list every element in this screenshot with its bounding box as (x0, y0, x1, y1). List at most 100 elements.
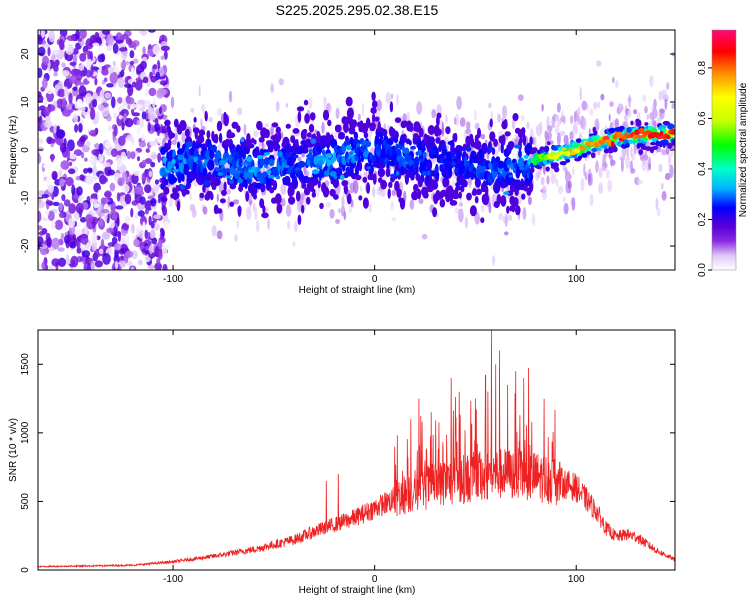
spectrogram-noise-cell (38, 146, 45, 152)
spectrogram-noise-cell (98, 152, 104, 163)
spectrogram-noise-cell (149, 244, 153, 255)
spectrogram-haze-cell (655, 197, 659, 211)
spectrogram-peak-cell (198, 160, 203, 166)
spectrogram-haze-cell (208, 116, 213, 123)
spectrogram-haze-cell (646, 114, 650, 120)
spectrogram-noise-cell (59, 39, 65, 50)
spectrogram-noise-cell (102, 253, 111, 265)
spectrogram-haze-cell (359, 185, 363, 192)
spectrogram-noise-cell (116, 217, 120, 227)
spectrogram-noise-cell (108, 125, 112, 132)
spectrogram-noise-cell (137, 79, 145, 84)
spectrogram-haze-cell (526, 121, 530, 130)
spectrogram-peak-cell (237, 178, 244, 184)
spectrogram-noise-cell (90, 64, 94, 76)
spectrogram-noise-cell (131, 223, 135, 234)
spectrogram-cell (474, 196, 479, 204)
spectrogram-noise-cell (139, 230, 144, 239)
spectrogram-cell (482, 193, 490, 206)
spectrogram-noise-cell (68, 153, 78, 160)
spectrogram-peak-cell (329, 170, 337, 177)
spectrogram-haze-cell (308, 97, 313, 110)
spectrogram-haze-cell (556, 179, 559, 187)
spectrogram-noise-cell (38, 138, 43, 145)
spectrogram-cell (436, 128, 442, 136)
spectrogram-noise-cell (106, 115, 112, 122)
spectrogram-cell (160, 196, 168, 203)
spectrogram-haze-cell (614, 118, 620, 129)
spectrogram-cell (370, 107, 377, 114)
spectrogram-noise-cell (141, 172, 147, 183)
spectrogram-haze-cell (465, 128, 472, 135)
spectrogram-noise-cell (129, 60, 134, 66)
spectrogram-noise-cell (75, 70, 83, 81)
spectrogram-cell (476, 188, 482, 196)
spectrogram-noise-cell (118, 47, 128, 52)
spectrogram-noise-cell (150, 97, 155, 104)
spectrogram-noise-cell (131, 81, 137, 88)
spectrogram-noise-cell (158, 239, 163, 250)
spectrogram-haze-cell (270, 83, 275, 94)
spectrogram-noise-cell (51, 170, 58, 181)
spectrogram-cell (368, 172, 375, 181)
spectrogram-haze-cell (335, 107, 340, 120)
spectrogram-haze-cell (216, 230, 223, 240)
spectrogram-cell (358, 161, 363, 172)
spectrogram-haze-cell (541, 103, 544, 112)
spectrogram-noise-cell (126, 150, 131, 160)
spectrogram-peak-cell (417, 149, 422, 156)
spectrogram-cell (379, 160, 386, 169)
spectrogram-noise-cell (90, 260, 95, 270)
spectrogram-peak-cell (217, 172, 223, 176)
spectrogram-noise-cell (89, 155, 98, 165)
spectrogram-haze-cell (615, 79, 619, 89)
spectrogram-cell (519, 136, 523, 144)
spectrogram-noise-cell (38, 115, 43, 125)
spectrogram-cell (396, 188, 402, 198)
spectrogram-cell (223, 181, 227, 192)
spectrogram-haze-cell (652, 108, 658, 119)
spectrogram-cell (495, 156, 501, 164)
spectrogram-haze-cell (656, 207, 661, 217)
spectrogram-cell (612, 146, 618, 153)
spectrogram-haze-cell (264, 123, 269, 128)
spectrogram-cell (253, 139, 257, 145)
spectrogram-noise-cell (143, 36, 147, 44)
spectrogram-haze-cell (202, 206, 208, 215)
spectrogram-noise-cell (78, 64, 85, 71)
spectrogram-haze-cell (649, 75, 654, 88)
spectrogram-noise-cell (112, 112, 118, 119)
spectrogram-noise-cell (116, 192, 121, 202)
spectrogram-haze-cell (318, 186, 321, 192)
colorbar-ticks: 0.0 0.2 0.4 0.6 0.8 (697, 61, 712, 277)
spectrogram-noise-cell (45, 200, 54, 205)
spectrogram-haze-cell (256, 220, 260, 233)
spectrogram-peak-cell (266, 169, 272, 175)
spectrogram-cell (470, 170, 475, 180)
spectrogram-cell (209, 148, 214, 160)
spectrogram-peak-cell (179, 184, 186, 190)
spectrogram-haze-cell (468, 176, 472, 189)
spectrogram-peak-cell (672, 128, 675, 135)
spectrogram-y-tick-label: -10 (20, 190, 31, 205)
spectrogram-noise-cell (99, 217, 104, 227)
spectrogram-haze-cell (245, 206, 252, 220)
spectrogram-haze-cell (335, 219, 341, 224)
spectrogram-haze-cell (611, 159, 616, 166)
spectrogram-noise-cell (148, 113, 156, 121)
spectrogram-peak-cell (306, 154, 312, 158)
spectrogram-cell (264, 129, 270, 139)
snr-y-tick-label: 500 (20, 493, 31, 510)
spectrogram-cell (386, 161, 390, 170)
spectrogram-cell (197, 136, 205, 144)
spectrogram-noise-cell (43, 106, 51, 117)
spectrogram-noise-cell (144, 209, 149, 215)
spectrogram-peak-cell (226, 175, 233, 179)
spectrogram-cell (245, 190, 250, 202)
spectrogram-cell (308, 123, 315, 133)
spectrogram-haze-cell (451, 179, 456, 187)
spectrogram-haze-cell (458, 202, 464, 207)
spectrogram-cell (206, 130, 211, 139)
colorbar-gradient (711, 29, 737, 271)
